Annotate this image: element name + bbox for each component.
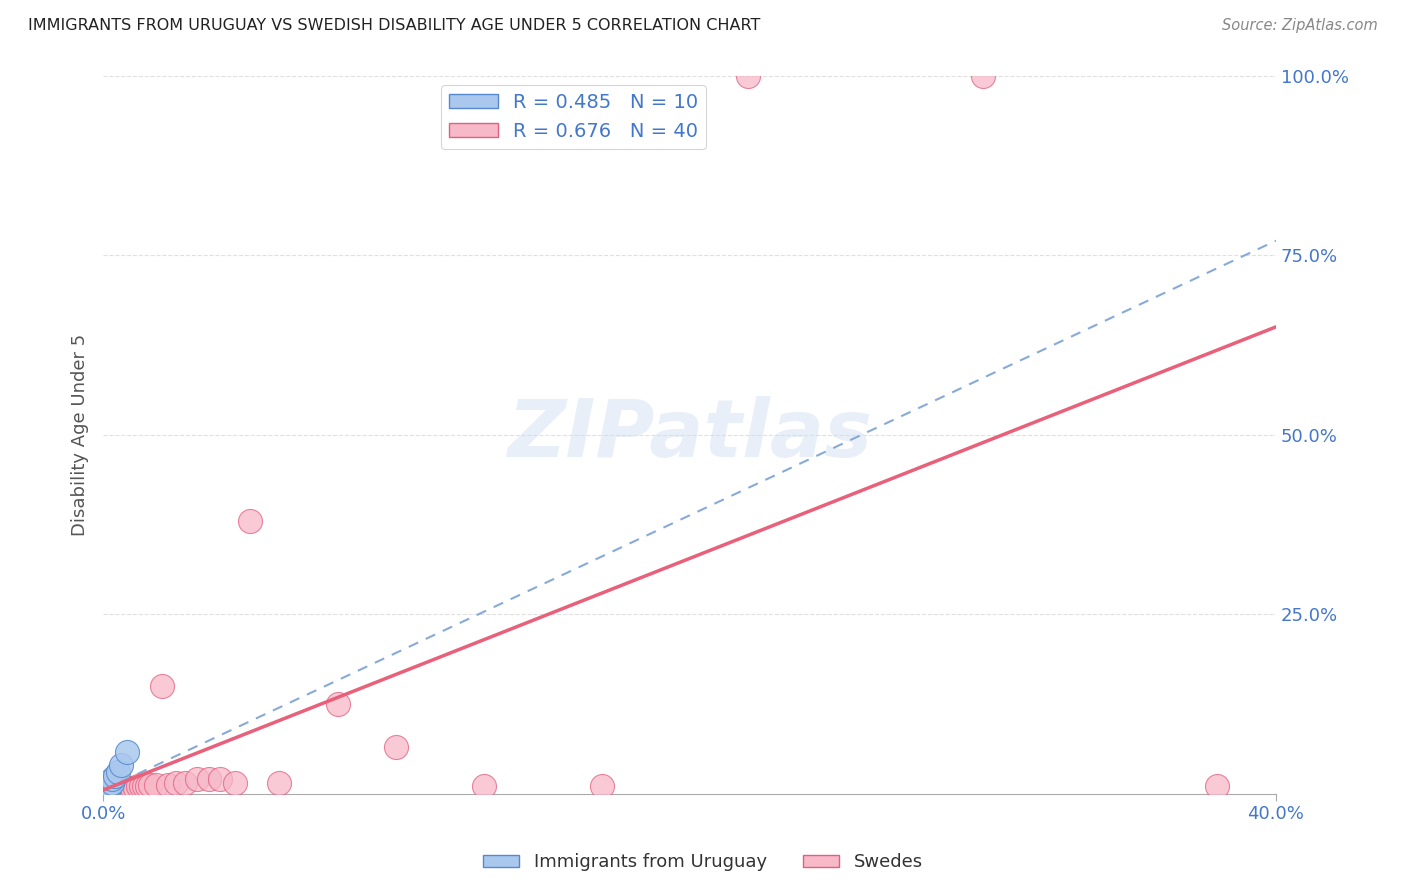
Point (101, 776, 124, 790)
Point (110, 783, 132, 797)
Point (209, 772, 232, 787)
Point (139, 778, 162, 792)
Legend: R = 0.485   N = 10, R = 0.676   N = 40: R = 0.485 N = 10, R = 0.676 N = 40 (441, 86, 706, 149)
Y-axis label: Disability Age Under 5: Disability Age Under 5 (72, 334, 89, 536)
Point (94, 782, 117, 797)
Point (165, 776, 187, 790)
Text: ZIPatlas: ZIPatlas (508, 395, 872, 474)
Point (98, 778, 121, 792)
Point (101, 783, 124, 797)
Point (104, 783, 127, 797)
Point (121, 780, 143, 795)
Text: Source: ZipAtlas.com: Source: ZipAtlas.com (1222, 18, 1378, 33)
Point (94, 784, 117, 798)
Text: IMMIGRANTS FROM URUGUAY VS SWEDISH DISABILITY AGE UNDER 5 CORRELATION CHART: IMMIGRANTS FROM URUGUAY VS SWEDISH DISAB… (28, 18, 761, 33)
Point (156, 778, 179, 792)
Point (112, 783, 135, 797)
Point (94, 783, 117, 797)
Point (136, 780, 159, 794)
Point (98, 783, 121, 797)
Point (107, 783, 129, 797)
Point (145, 778, 167, 792)
Legend: Immigrants from Uruguay, Swedes: Immigrants from Uruguay, Swedes (477, 847, 929, 879)
Point (591, 780, 613, 794)
Point (124, 780, 146, 795)
Point (385, 739, 408, 754)
Point (134, 780, 156, 794)
Point (129, 780, 152, 794)
Point (98, 784, 121, 798)
Point (107, 765, 129, 780)
Point (972, 69, 994, 83)
Point (94, 784, 117, 798)
Point (118, 780, 141, 795)
Point (472, 780, 495, 794)
Point (737, 69, 759, 83)
Point (186, 772, 208, 787)
Point (98, 780, 121, 795)
Point (1206, 780, 1229, 794)
Point (239, 514, 262, 528)
Point (115, 745, 138, 759)
Point (101, 784, 124, 798)
Point (174, 776, 197, 790)
Point (101, 772, 124, 787)
Point (197, 772, 219, 787)
Point (267, 776, 290, 790)
Point (104, 769, 127, 783)
Point (150, 679, 173, 693)
Point (107, 784, 129, 798)
Point (127, 780, 149, 794)
Point (224, 776, 246, 790)
Point (326, 697, 349, 711)
Point (110, 758, 132, 772)
Point (104, 784, 127, 798)
Point (110, 784, 132, 798)
Point (115, 783, 138, 797)
